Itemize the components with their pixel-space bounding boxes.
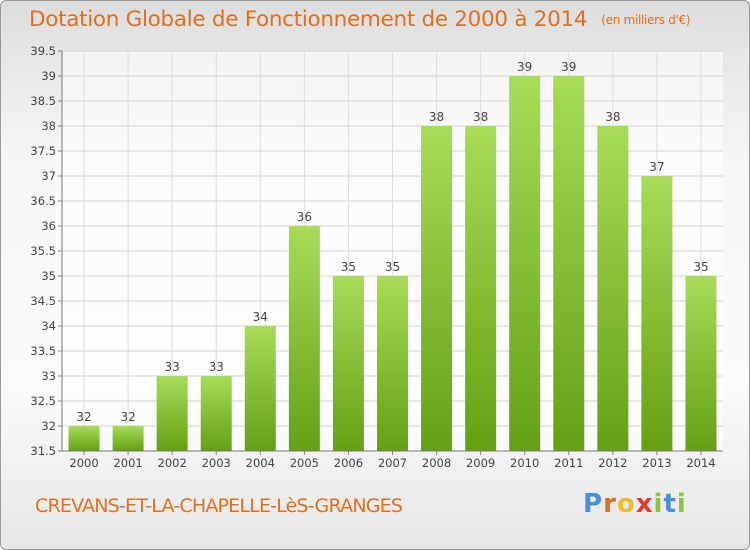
bar-value-label: 35: [341, 260, 356, 274]
y-tick-label: 36.5: [30, 194, 56, 208]
y-tick-label: 31.5: [30, 444, 56, 458]
y-tick-label: 38.5: [30, 94, 56, 108]
bar: [465, 126, 497, 451]
chart-title: Dotation Globale de Fonctionnement de 20…: [29, 7, 691, 32]
logo-letter: i: [676, 489, 687, 519]
bar: [509, 76, 541, 451]
bar-value-label: 37: [649, 160, 664, 174]
x-tick-label: 2002: [158, 456, 187, 470]
y-tick-label: 37: [41, 169, 56, 183]
y-tick-label: 36: [41, 219, 56, 233]
x-tick-label: 2003: [202, 456, 231, 470]
bar: [421, 126, 453, 451]
bar: [641, 176, 673, 451]
bar-value-label: 38: [473, 110, 488, 124]
bar-value-label: 33: [209, 360, 224, 374]
chart-unit: (en milliers d'€): [601, 13, 691, 27]
bar: [377, 276, 408, 451]
proxiti-logo: Proxiti: [583, 489, 687, 519]
bar-value-label: 36: [297, 210, 312, 224]
logo-letter: x: [635, 489, 654, 519]
bar: [112, 426, 144, 451]
axes: 31.5 32 32.5 33 33.5 34 34.5 35 35.5 36 36.5 37 37.5…: [30, 44, 723, 470]
x-tick-label: 2012: [598, 456, 627, 470]
y-tick-label: 35.5: [30, 244, 56, 258]
logo-letter: i: [653, 489, 664, 519]
y-tick-label: 39: [41, 69, 56, 83]
bar-value-label: 38: [429, 110, 444, 124]
x-tick-label: 2009: [466, 456, 495, 470]
bar-value-label: 32: [76, 410, 91, 424]
bar-value-label: 38: [605, 110, 620, 124]
y-tick-label: 38: [41, 119, 56, 133]
x-tick-label: 2001: [113, 456, 142, 470]
y-tick-label: 33: [41, 369, 56, 383]
y-tick-label: 37.5: [30, 144, 56, 158]
x-tick-label: 2014: [686, 456, 715, 470]
bar: [200, 376, 232, 451]
chart-title-text: Dotation Globale de Fonctionnement de 20…: [29, 7, 588, 32]
x-tick-label: 2011: [554, 456, 583, 470]
bar-value-label: 35: [693, 260, 708, 274]
x-tick-label: 2007: [378, 456, 407, 470]
commune-name: CREVANS-ET-LA-CHAPELLE-LèS-GRANGES: [35, 495, 403, 517]
y-tick-label: 32.5: [30, 394, 56, 408]
y-tick-label: 35: [41, 269, 56, 283]
bar-value-label: 32: [120, 410, 135, 424]
x-tick-label: 2013: [642, 456, 671, 470]
bar: [156, 376, 188, 451]
bar: [685, 276, 717, 451]
x-tick-label: 2000: [69, 456, 98, 470]
x-tick-label: 2005: [290, 456, 319, 470]
logo-letter: o: [616, 489, 636, 519]
x-tick-label: 2004: [246, 456, 275, 470]
x-tick-label: 2006: [334, 456, 363, 470]
bar: [553, 76, 585, 451]
bar-value-label: 35: [385, 260, 400, 274]
y-tick-label: 39.5: [30, 44, 56, 58]
y-tick-label: 33.5: [30, 344, 56, 358]
y-tick-label: 32: [41, 419, 56, 433]
y-tick-label: 34: [41, 319, 56, 333]
bar-value-label: 33: [165, 360, 180, 374]
bar-value-label: 39: [561, 60, 576, 74]
y-tick-label: 34.5: [30, 294, 56, 308]
bar: [332, 276, 364, 451]
bar: [244, 326, 276, 451]
bar: [288, 226, 320, 451]
logo-letter: P: [583, 489, 604, 519]
bars: 32 32 33 33 34 36 35 35 38 38 39 39 38 37 35: [68, 60, 717, 451]
logo-letter: t: [663, 489, 677, 519]
bar-value-label: 39: [517, 60, 532, 74]
bar-value-label: 34: [253, 310, 268, 324]
x-tick-label: 2010: [510, 456, 539, 470]
x-tick-label: 2008: [422, 456, 451, 470]
bar: [597, 126, 629, 451]
bar: [68, 426, 100, 451]
logo-letter: r: [603, 489, 617, 519]
